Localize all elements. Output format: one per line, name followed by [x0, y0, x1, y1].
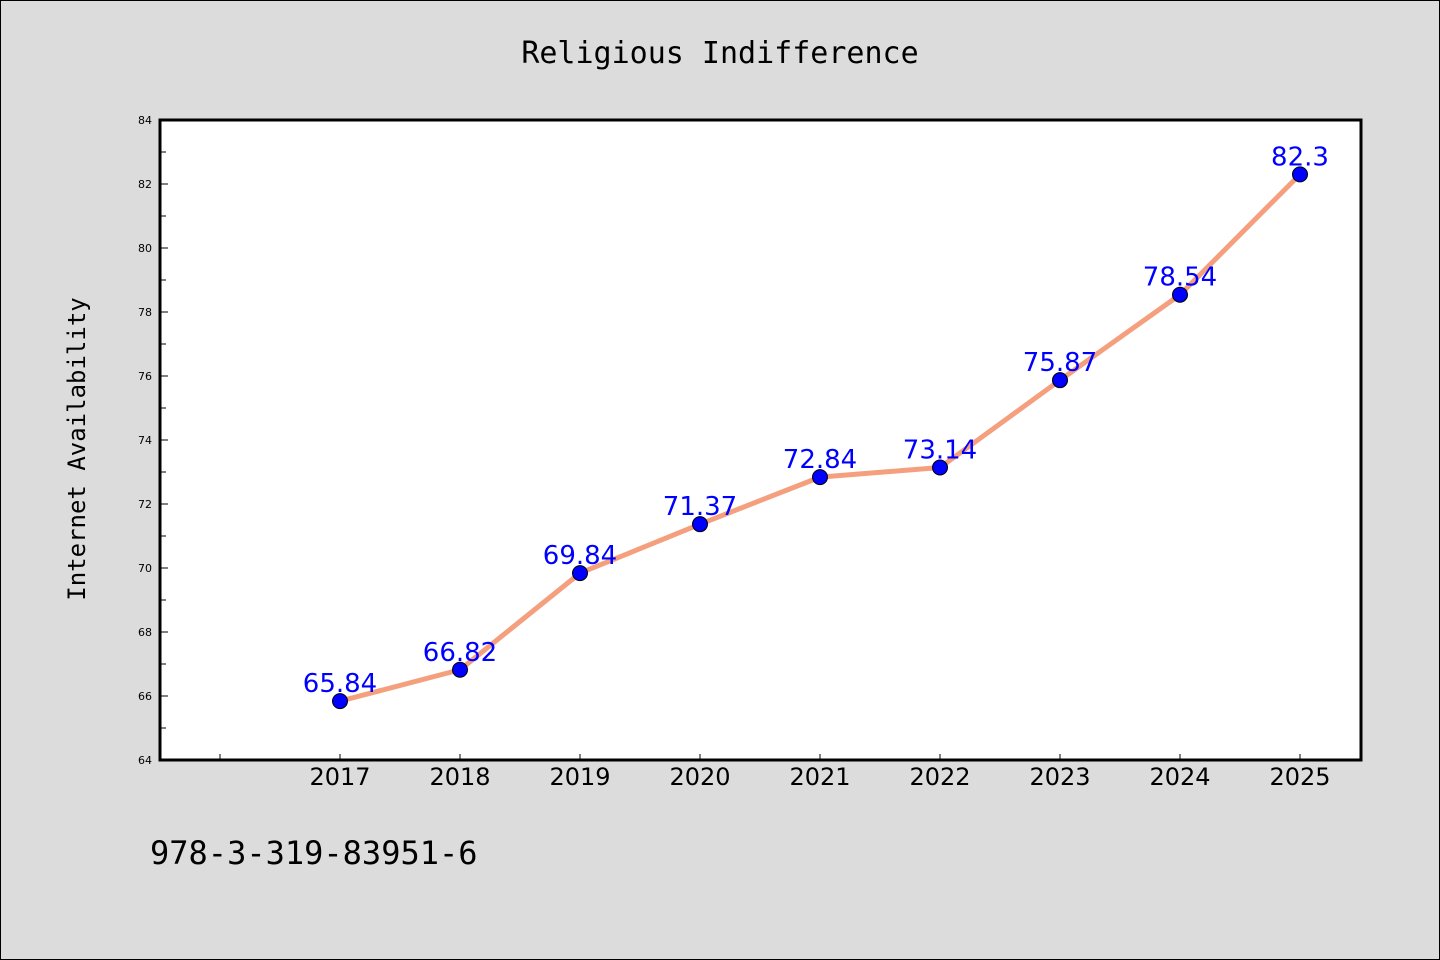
- data-point: [452, 661, 468, 678]
- x-tick-label: 2018: [429, 763, 490, 791]
- data-point: [932, 459, 948, 476]
- y-axis-label: Internet Availability: [63, 297, 91, 600]
- x-tick-label: 2022: [909, 763, 970, 791]
- x-tick-label: 2017: [309, 763, 370, 791]
- y-tick-label: 66: [138, 690, 152, 703]
- plot-area: [158, 118, 1363, 762]
- y-tick-label: 80: [138, 242, 152, 255]
- chart-title: Religious Indifference: [521, 36, 918, 71]
- y-tick-label: 84: [138, 114, 152, 127]
- y-axis-ticks: 64 66 68 70 72 74 76 78 80 82 84: [138, 114, 168, 767]
- x-tick-label: 2021: [789, 763, 850, 791]
- y-tick-label: 78: [138, 306, 152, 319]
- x-tick-label: 2019: [549, 763, 610, 791]
- y-tick-label: 72: [138, 498, 152, 511]
- data-point: [332, 693, 348, 710]
- x-axis-ticks: 2017 2018 2019 2020 2021 2022 2023 2024 2025: [219, 754, 1331, 791]
- y-tick-label: 70: [138, 562, 152, 575]
- footer-code: 978-3-319-83951-6: [150, 834, 478, 872]
- data-point: [572, 565, 588, 582]
- x-tick-label: 2024: [1149, 763, 1210, 791]
- data-point: [1052, 372, 1068, 389]
- y-tick-label: 74: [138, 434, 152, 447]
- y-tick-label: 64: [138, 754, 152, 767]
- y-tick-label: 76: [138, 370, 152, 383]
- data-point: [1292, 166, 1308, 183]
- x-tick-label: 2025: [1269, 763, 1330, 791]
- y-tick-label: 68: [138, 626, 152, 639]
- x-tick-label: 2023: [1029, 763, 1090, 791]
- data-point: [812, 469, 828, 486]
- x-tick-label: 2020: [669, 763, 730, 791]
- data-point: [692, 516, 708, 533]
- data-point: [1172, 286, 1188, 303]
- y-tick-label: 82: [138, 178, 152, 191]
